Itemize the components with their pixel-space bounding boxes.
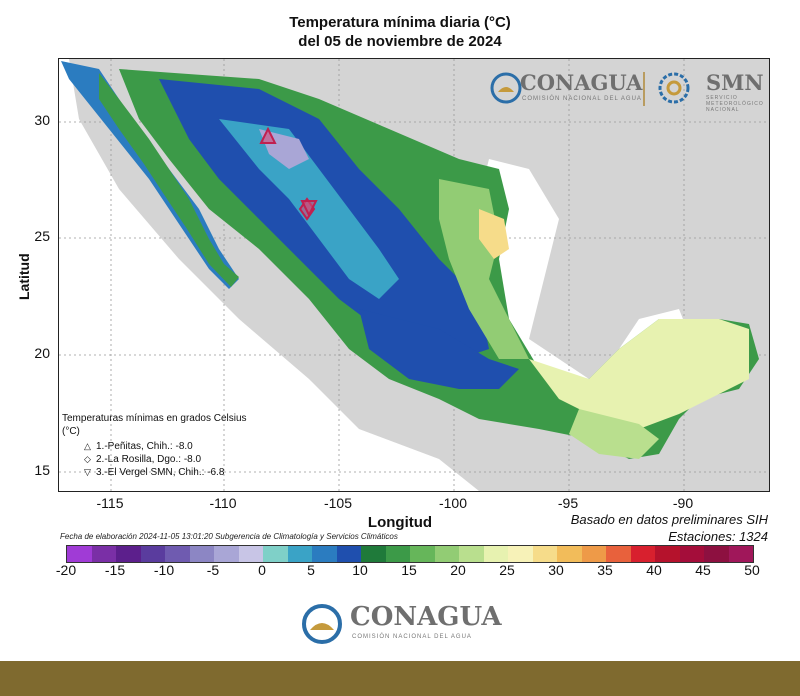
x-axis-label: Longitud <box>367 514 433 531</box>
color-scale-cell <box>287 546 312 562</box>
color-scale-tick-label: 30 <box>548 562 564 578</box>
map-svg <box>59 59 769 491</box>
color-scale-cell <box>336 546 361 562</box>
color-scale-tick-label: 45 <box>695 562 711 578</box>
color-scale-bar <box>66 545 754 563</box>
color-scale-tick-label: -20 <box>55 562 77 578</box>
conagua-footer-logo: CONAGUA COMISIÓN NACIONAL DEL AGUA <box>300 600 520 650</box>
color-scale-cell <box>385 546 410 562</box>
conagua-logo-subtitle: COMISIÓN NACIONAL DEL AGUA <box>522 96 642 102</box>
triangle-down-icon: ▽ <box>84 467 91 477</box>
color-scale-cell <box>532 546 557 562</box>
color-scale-tick-label: 20 <box>450 562 466 578</box>
y-tick-20: 20 <box>34 345 50 361</box>
conagua-emblem-icon <box>302 604 342 644</box>
color-scale-cell <box>263 546 288 562</box>
color-scale-tick-label: 0 <box>258 562 266 578</box>
color-scale-cell <box>434 546 459 562</box>
color-scale-tick-label: 25 <box>499 562 515 578</box>
x-tick-105: -105 <box>323 495 353 511</box>
color-scale-cell <box>508 546 533 562</box>
color-scale-cell <box>116 546 141 562</box>
color-scale-cell <box>728 546 753 562</box>
smn-logo-sub3: NACIONAL <box>706 107 740 113</box>
conagua-logo-text: CONAGUA <box>520 70 643 95</box>
station-label: 1.-Peñitas, Chih.: -8.0 <box>96 441 193 452</box>
color-scale-cell <box>91 546 116 562</box>
color-scale-cell <box>655 546 680 562</box>
color-scale-tick-label: 50 <box>744 562 760 578</box>
color-scale-cell <box>557 546 582 562</box>
x-tick-100: -100 <box>438 495 468 511</box>
station-row: △ 1.-Peñitas, Chih.: -8.0 <box>62 440 262 453</box>
triangle-up-icon: △ <box>84 441 91 451</box>
map-title: Temperatura mínima diaria (°C) <box>289 14 511 31</box>
color-scale-cell <box>189 546 214 562</box>
station-row: ▽ 3.-El Vergel SMN, Chih.: -6.8 <box>62 466 262 479</box>
color-scale-cell <box>140 546 165 562</box>
color-scale-cell <box>606 546 631 562</box>
x-tick-110: -110 <box>209 495 237 511</box>
station-label: 2.-La Rosilla, Dgo.: -8.0 <box>96 454 202 465</box>
station-row: ◇ 2.-La Rosilla, Dgo.: -8.0 <box>62 453 262 466</box>
station-label: 3.-El Vergel SMN, Chih.: -6.8 <box>96 467 225 478</box>
x-tick-115: -115 <box>96 495 124 511</box>
color-scale-cell <box>483 546 508 562</box>
color-scale-tick-label: -10 <box>153 562 175 578</box>
y-tick-30: 30 <box>34 112 50 128</box>
color-scale-tick-label: 10 <box>352 562 368 578</box>
color-scale-cell <box>214 546 239 562</box>
color-scale-cell <box>361 546 386 562</box>
bottom-band <box>0 661 800 696</box>
conagua-footer-subtitle: COMISIÓN NACIONAL DEL AGUA <box>352 634 472 640</box>
elaboration-date: Fecha de elaboración 2024-11-05 13:01:20… <box>60 532 398 541</box>
color-scale-cell <box>238 546 263 562</box>
logo-svg <box>490 72 690 106</box>
color-scale-cell <box>67 546 92 562</box>
color-scale-cell <box>581 546 606 562</box>
color-scale-cell <box>165 546 190 562</box>
x-tick-90: -90 <box>672 495 694 511</box>
y-tick-25: 25 <box>34 228 50 244</box>
smn-logo-sub1: SERVICIO <box>706 95 738 101</box>
conagua-footer-text: CONAGUA <box>350 602 502 632</box>
color-scale-tick-label: -15 <box>104 562 126 578</box>
color-scale-tick-label: 15 <box>401 562 417 578</box>
stations-count: Estaciones: 1324 <box>668 529 768 544</box>
temperature-map <box>58 58 770 492</box>
data-source-note: Basado en datos preliminares SIH <box>570 512 768 527</box>
color-scale-cell <box>410 546 435 562</box>
y-axis-label: Latitud <box>16 253 32 300</box>
x-tick-95: -95 <box>557 495 579 511</box>
color-scale-cell <box>704 546 729 562</box>
color-scale-tick-label: 35 <box>597 562 613 578</box>
color-scale-tick-label: -5 <box>206 562 220 578</box>
color-scale-cell <box>630 546 655 562</box>
y-tick-15: 15 <box>34 462 50 478</box>
color-scale-cell <box>679 546 704 562</box>
smn-logo-sub2: METEOROLÓGICO <box>706 101 764 107</box>
map-subtitle: del 05 de noviembre de 2024 <box>298 33 502 50</box>
color-scale-tick-label: 40 <box>646 562 662 578</box>
diamond-icon: ◇ <box>84 454 91 464</box>
color-scale-tick-label: 5 <box>307 562 315 578</box>
stations-legend: Temperaturas mínimas en grados Celsius (… <box>62 412 262 479</box>
color-scale-cell <box>459 546 484 562</box>
logo-header <box>488 64 764 112</box>
stations-legend-heading: Temperaturas mínimas en grados Celsius (… <box>62 413 247 437</box>
smn-logo-text: SMN <box>706 70 764 95</box>
color-scale-cell <box>312 546 337 562</box>
